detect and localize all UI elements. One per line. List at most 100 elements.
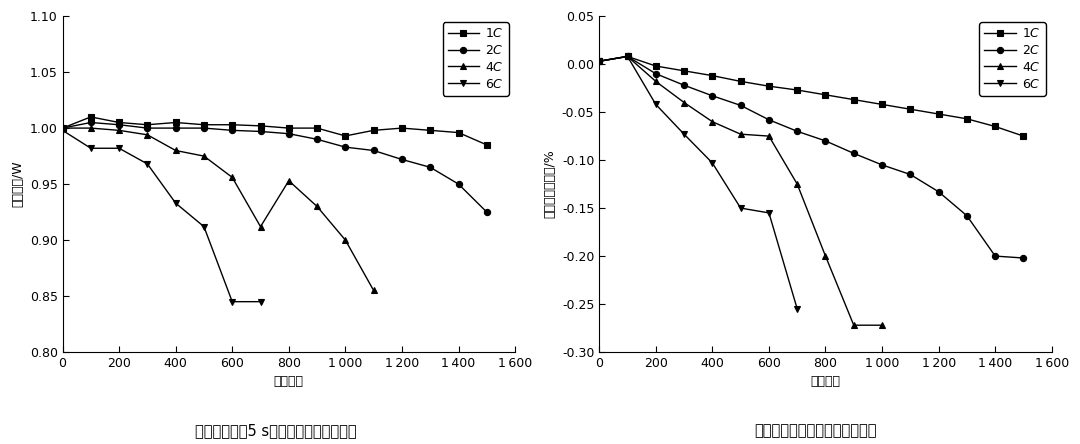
$\mathit{6}$$\mathit{C}$ (593, 59, 606, 64)
$\mathit{1}$$\mathit{C}$ (226, 122, 239, 127)
$\mathit{6}$$\mathit{C}$ (140, 161, 153, 166)
$\mathit{2}$$\mathit{C}$ (819, 138, 832, 143)
Line: $\mathit{2}$$\mathit{C}$: $\mathit{2}$$\mathit{C}$ (596, 53, 1027, 261)
$\mathit{6}$$\mathit{C}$ (649, 102, 662, 107)
$\mathit{1}$$\mathit{C}$ (762, 83, 775, 89)
X-axis label: 循环次数: 循环次数 (274, 376, 303, 388)
$\mathit{1}$$\mathit{C}$ (593, 59, 606, 64)
$\mathit{1}$$\mathit{C}$ (960, 116, 973, 122)
Line: $\mathit{1}$$\mathit{C}$: $\mathit{1}$$\mathit{C}$ (59, 114, 490, 148)
$\mathit{4}$$\mathit{C}$ (762, 134, 775, 139)
Line: $\mathit{2}$$\mathit{C}$: $\mathit{2}$$\mathit{C}$ (59, 119, 490, 215)
$\mathit{1}$$\mathit{C}$ (140, 122, 153, 127)
$\mathit{2}$$\mathit{C}$ (226, 128, 239, 133)
$\mathit{2}$$\mathit{C}$ (960, 213, 973, 218)
$\mathit{1}$$\mathit{C}$ (395, 126, 408, 131)
Line: $\mathit{4}$$\mathit{C}$: $\mathit{4}$$\mathit{C}$ (59, 125, 377, 293)
$\mathit{4}$$\mathit{C}$ (112, 128, 125, 133)
$\mathit{1}$$\mathit{C}$ (84, 114, 97, 119)
$\mathit{4}$$\mathit{C}$ (140, 132, 153, 138)
$\mathit{2}$$\mathit{C}$ (423, 165, 436, 170)
$\mathit{1}$$\mathit{C}$ (932, 111, 945, 117)
$\mathit{1}$$\mathit{C}$ (112, 120, 125, 125)
Line: $\mathit{6}$$\mathit{C}$: $\mathit{6}$$\mathit{C}$ (59, 127, 264, 305)
$\mathit{2}$$\mathit{C}$ (932, 189, 945, 194)
$\mathit{4}$$\mathit{C}$ (848, 322, 861, 328)
$\mathit{4}$$\mathit{C}$ (593, 59, 606, 64)
$\mathit{4}$$\mathit{C}$ (706, 119, 719, 124)
$\mathit{4}$$\mathit{C}$ (170, 148, 183, 153)
$\mathit{1}$$\mathit{C}$ (621, 54, 634, 59)
$\mathit{1}$$\mathit{C}$ (791, 87, 804, 93)
$\mathit{2}$$\mathit{C}$ (140, 126, 153, 131)
Text: 不同充电倍率放电容量变化曲线: 不同充电倍率放电容量变化曲线 (754, 423, 877, 438)
$\mathit{4}$$\mathit{C}$ (339, 238, 352, 243)
$\mathit{2}$$\mathit{C}$ (367, 148, 380, 153)
$\mathit{4}$$\mathit{C}$ (282, 178, 295, 183)
$\mathit{4}$$\mathit{C}$ (791, 182, 804, 187)
$\mathit{2}$$\mathit{C}$ (762, 117, 775, 123)
$\mathit{6}$$\mathit{C}$ (734, 206, 747, 211)
$\mathit{1}$$\mathit{C}$ (904, 107, 917, 112)
$\mathit{6}$$\mathit{C}$ (706, 160, 719, 166)
$\mathit{1}$$\mathit{C}$ (423, 128, 436, 133)
$\mathit{4}$$\mathit{C}$ (84, 126, 97, 131)
$\mathit{2}$$\mathit{C}$ (311, 137, 324, 142)
$\mathit{1}$$\mathit{C}$ (481, 142, 494, 147)
Line: $\mathit{4}$$\mathit{C}$: $\mathit{4}$$\mathit{C}$ (596, 53, 886, 328)
$\mathit{2}$$\mathit{C}$ (395, 157, 408, 162)
$\mathit{1}$$\mathit{C}$ (311, 126, 324, 131)
$\mathit{4}$$\mathit{C}$ (367, 288, 380, 293)
$\mathit{4}$$\mathit{C}$ (56, 126, 69, 131)
$\mathit{4}$$\mathit{C}$ (649, 79, 662, 84)
$\mathit{2}$$\mathit{C}$ (112, 122, 125, 127)
$\mathit{2}$$\mathit{C}$ (282, 131, 295, 136)
$\mathit{2}$$\mathit{C}$ (988, 254, 1001, 259)
$\mathit{6}$$\mathit{C}$ (170, 200, 183, 206)
$\mathit{1}$$\mathit{C}$ (453, 130, 465, 135)
$\mathit{1}$$\mathit{C}$ (56, 126, 69, 131)
$\mathit{4}$$\mathit{C}$ (819, 254, 832, 259)
$\mathit{6}$$\mathit{C}$ (84, 146, 97, 151)
$\mathit{1}$$\mathit{C}$ (170, 120, 183, 125)
$\mathit{4}$$\mathit{C}$ (734, 131, 747, 137)
$\mathit{6}$$\mathit{C}$ (791, 306, 804, 312)
$\mathit{2}$$\mathit{C}$ (706, 93, 719, 99)
$\mathit{2}$$\mathit{C}$ (677, 83, 690, 88)
X-axis label: 循环次数: 循环次数 (810, 376, 840, 388)
$\mathit{2}$$\mathit{C}$ (734, 103, 747, 108)
$\mathit{1}$$\mathit{C}$ (367, 128, 380, 133)
Line: $\mathit{6}$$\mathit{C}$: $\mathit{6}$$\mathit{C}$ (596, 53, 800, 312)
$\mathit{1}$$\mathit{C}$ (734, 79, 747, 84)
$\mathit{1}$$\mathit{C}$ (848, 97, 861, 102)
$\mathit{6}$$\mathit{C}$ (254, 299, 267, 304)
$\mathit{2}$$\mathit{C}$ (170, 126, 183, 131)
Legend: $\mathit{1}$$\mathit{C}$, $\mathit{2}$$\mathit{C}$, $\mathit{4}$$\mathit{C}$, $\: $\mathit{1}$$\mathit{C}$, $\mathit{2}$$\… (443, 22, 509, 95)
Legend: $\mathit{1}$$\mathit{C}$, $\mathit{2}$$\mathit{C}$, $\mathit{4}$$\mathit{C}$, $\: $\mathit{1}$$\mathit{C}$, $\mathit{2}$$\… (980, 22, 1045, 95)
$\mathit{4}$$\mathit{C}$ (621, 54, 634, 59)
$\mathit{1}$$\mathit{C}$ (649, 63, 662, 69)
$\mathit{1}$$\mathit{C}$ (876, 102, 889, 107)
$\mathit{6}$$\mathit{C}$ (621, 54, 634, 59)
Line: $\mathit{1}$$\mathit{C}$: $\mathit{1}$$\mathit{C}$ (596, 53, 1027, 139)
$\mathit{6}$$\mathit{C}$ (677, 131, 690, 137)
$\mathit{2}$$\mathit{C}$ (904, 172, 917, 177)
$\mathit{6}$$\mathit{C}$ (112, 146, 125, 151)
Text: 不同充电倍率5 s放电可用功率变化曲线: 不同充电倍率5 s放电可用功率变化曲线 (194, 423, 356, 438)
$\mathit{1}$$\mathit{C}$ (988, 124, 1001, 129)
$\mathit{1}$$\mathit{C}$ (819, 92, 832, 98)
$\mathit{6}$$\mathit{C}$ (198, 224, 211, 229)
$\mathit{4}$$\mathit{C}$ (876, 322, 889, 328)
$\mathit{4}$$\mathit{C}$ (226, 174, 239, 180)
$\mathit{2}$$\mathit{C}$ (84, 120, 97, 125)
$\mathit{4}$$\mathit{C}$ (198, 154, 211, 159)
$\mathit{6}$$\mathit{C}$ (762, 210, 775, 215)
Y-axis label: 放电容量衰减率/%: 放电容量衰减率/% (543, 150, 556, 218)
$\mathit{4}$$\mathit{C}$ (311, 204, 324, 209)
Y-axis label: 可用功率/W: 可用功率/W (11, 161, 24, 207)
$\mathit{2}$$\mathit{C}$ (791, 129, 804, 134)
$\mathit{1}$$\mathit{C}$ (339, 133, 352, 139)
$\mathit{2}$$\mathit{C}$ (254, 129, 267, 134)
$\mathit{1}$$\mathit{C}$ (1017, 134, 1030, 139)
$\mathit{2}$$\mathit{C}$ (198, 126, 211, 131)
